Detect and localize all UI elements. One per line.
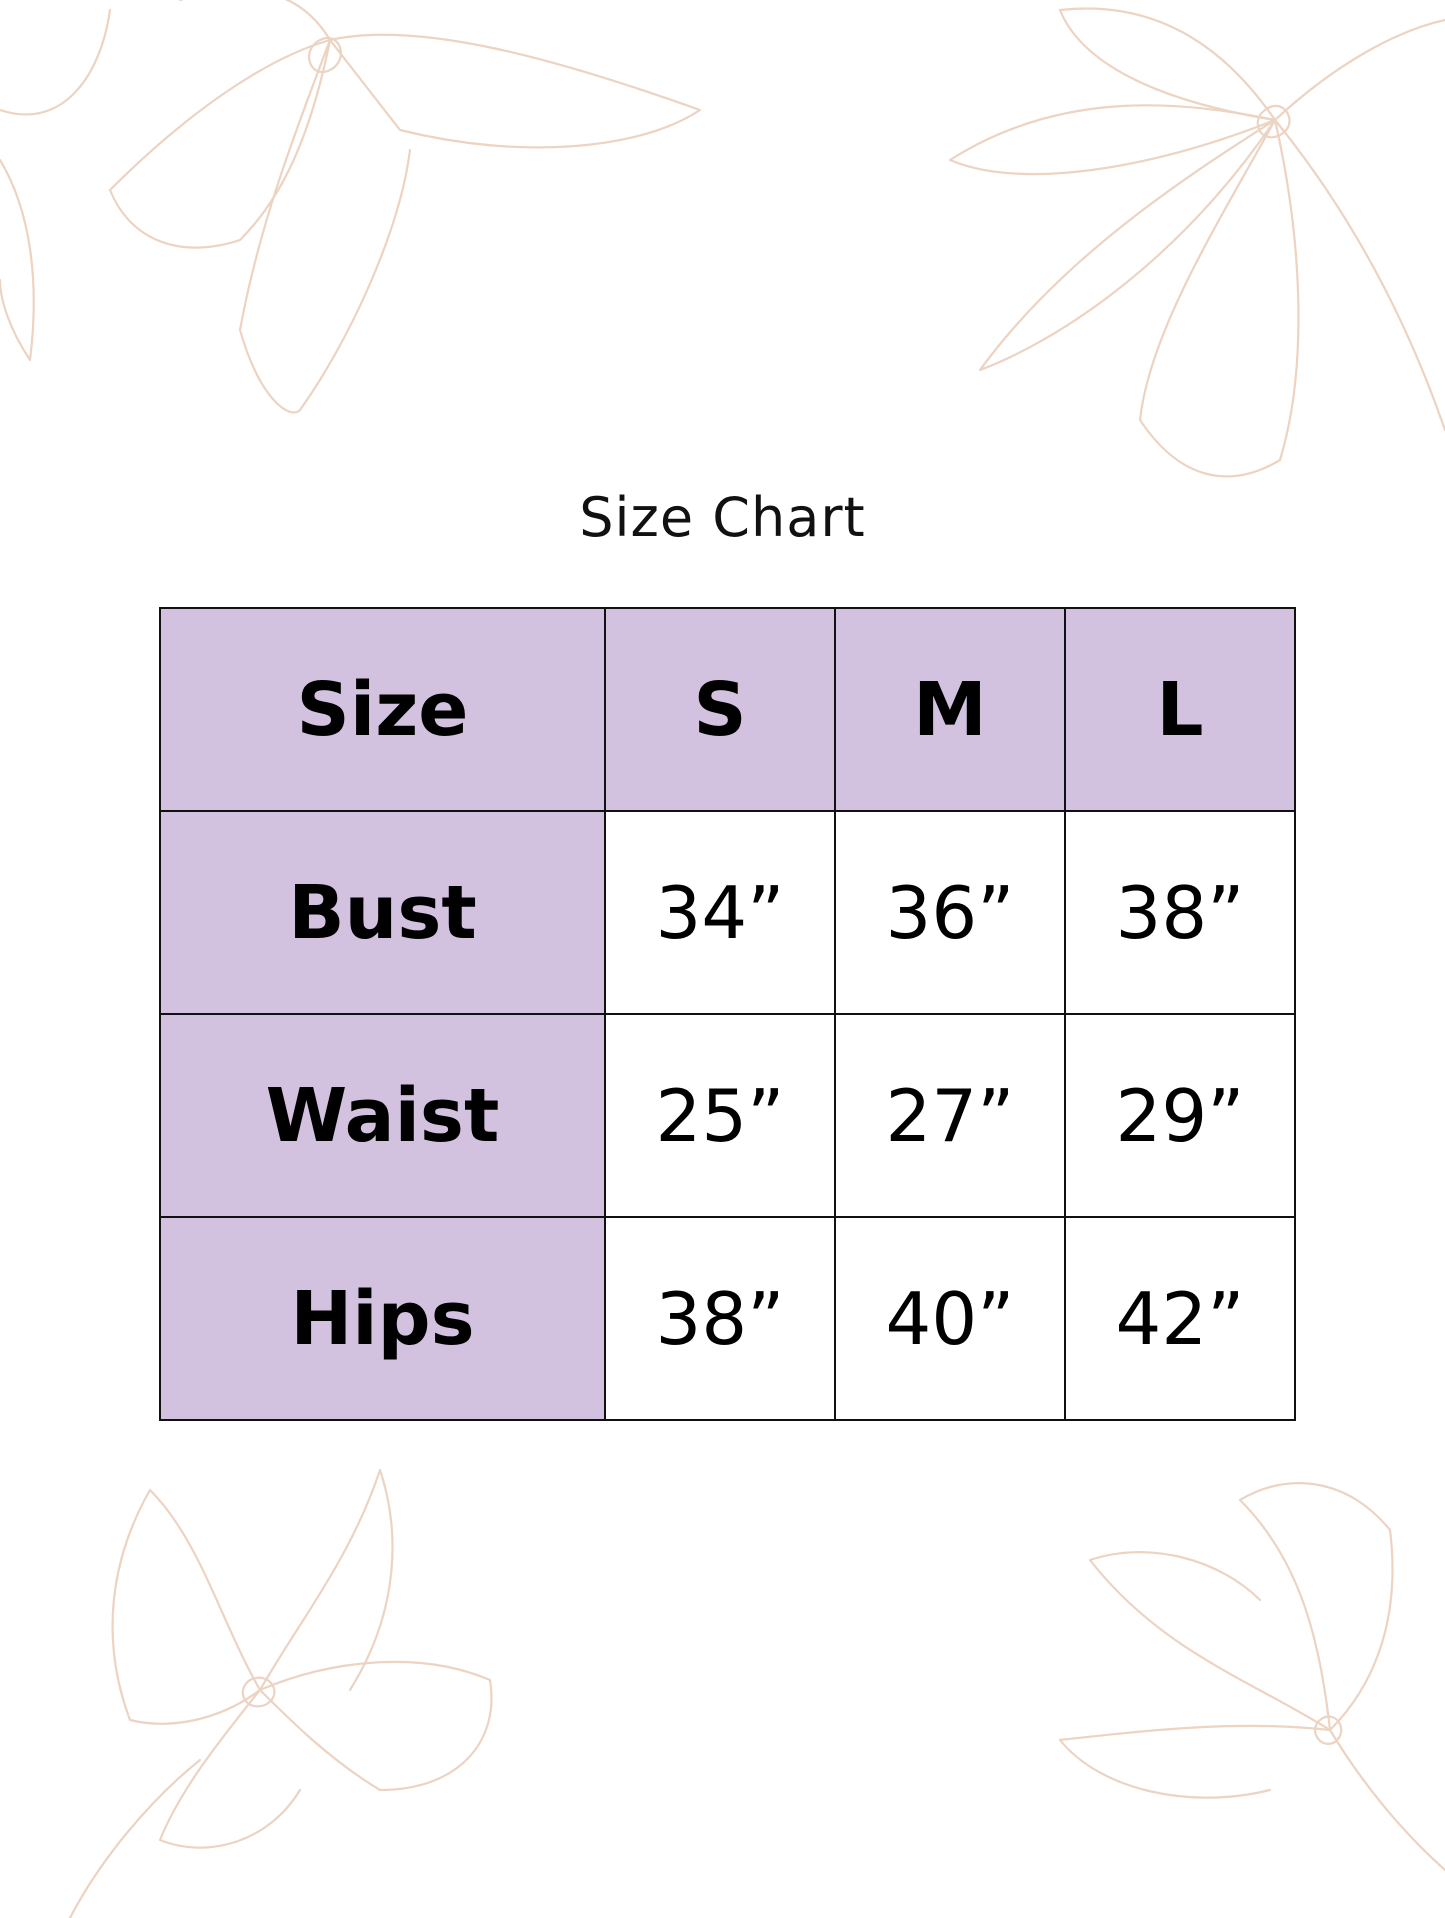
- header-cell-s: S: [604, 607, 836, 812]
- size-chart-table: Size S M L Bust 34” 36” 38” Waist 25” 27…: [159, 607, 1296, 1421]
- table-row: Waist 25” 27” 29”: [159, 1013, 1296, 1218]
- table-cell: 25”: [604, 1013, 836, 1218]
- header-cell-m: M: [834, 607, 1066, 812]
- row-label-hips: Hips: [159, 1216, 606, 1421]
- table-cell: 34”: [604, 810, 836, 1015]
- table-row: Bust 34” 36” 38”: [159, 810, 1296, 1015]
- table-cell: 29”: [1064, 1013, 1296, 1218]
- table-row: Hips 38” 40” 42”: [159, 1216, 1296, 1421]
- table-cell: 38”: [1064, 810, 1296, 1015]
- header-cell-size: Size: [159, 607, 606, 812]
- page-title: Size Chart: [579, 486, 866, 549]
- table-cell: 36”: [834, 810, 1066, 1015]
- table-cell: 38”: [604, 1216, 836, 1421]
- row-label-waist: Waist: [159, 1013, 606, 1218]
- table-cell: 40”: [834, 1216, 1066, 1421]
- table-cell: 42”: [1064, 1216, 1296, 1421]
- table-cell: 27”: [834, 1013, 1066, 1218]
- table-header-row: Size S M L: [159, 607, 1296, 812]
- row-label-bust: Bust: [159, 810, 606, 1015]
- header-cell-l: L: [1064, 607, 1296, 812]
